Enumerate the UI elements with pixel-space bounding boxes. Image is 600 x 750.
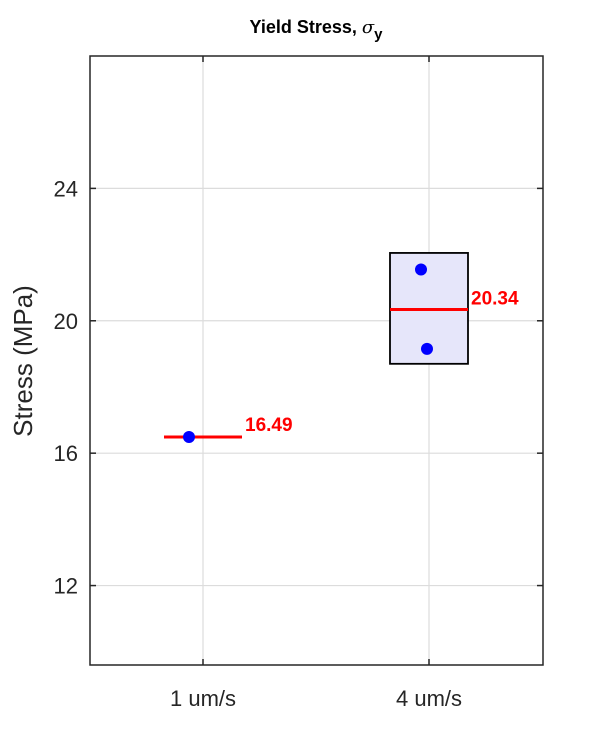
data-point bbox=[183, 430, 195, 443]
y-axis-label: Stress (MPa) bbox=[8, 285, 38, 437]
plot-frame bbox=[89, 55, 544, 666]
y-tick-label: 20 bbox=[54, 309, 78, 334]
data-point bbox=[421, 342, 433, 355]
data-point bbox=[415, 263, 427, 276]
y-tick-label: 12 bbox=[54, 574, 78, 599]
mean-value-label: 20.34 bbox=[471, 289, 519, 310]
y-tick-label: 24 bbox=[54, 176, 78, 201]
x-tick-label: 1 um/s bbox=[170, 686, 236, 711]
mean-value-label: 16.49 bbox=[245, 415, 293, 436]
mean-value-labels: 16.49 20.34 bbox=[245, 289, 519, 436]
mean-lines bbox=[164, 308, 468, 439]
data-points bbox=[183, 263, 433, 443]
axis-ticks bbox=[90, 56, 543, 665]
x-tick-label: 4 um/s bbox=[396, 686, 462, 711]
grid-lines bbox=[90, 56, 543, 665]
y-tick-label: 16 bbox=[54, 441, 78, 466]
x-tick-labels: 1 um/s 4 um/s bbox=[170, 686, 462, 711]
chart-title: Yield Stress, σy bbox=[249, 17, 383, 43]
y-tick-labels: 12 16 20 24 bbox=[54, 176, 78, 598]
